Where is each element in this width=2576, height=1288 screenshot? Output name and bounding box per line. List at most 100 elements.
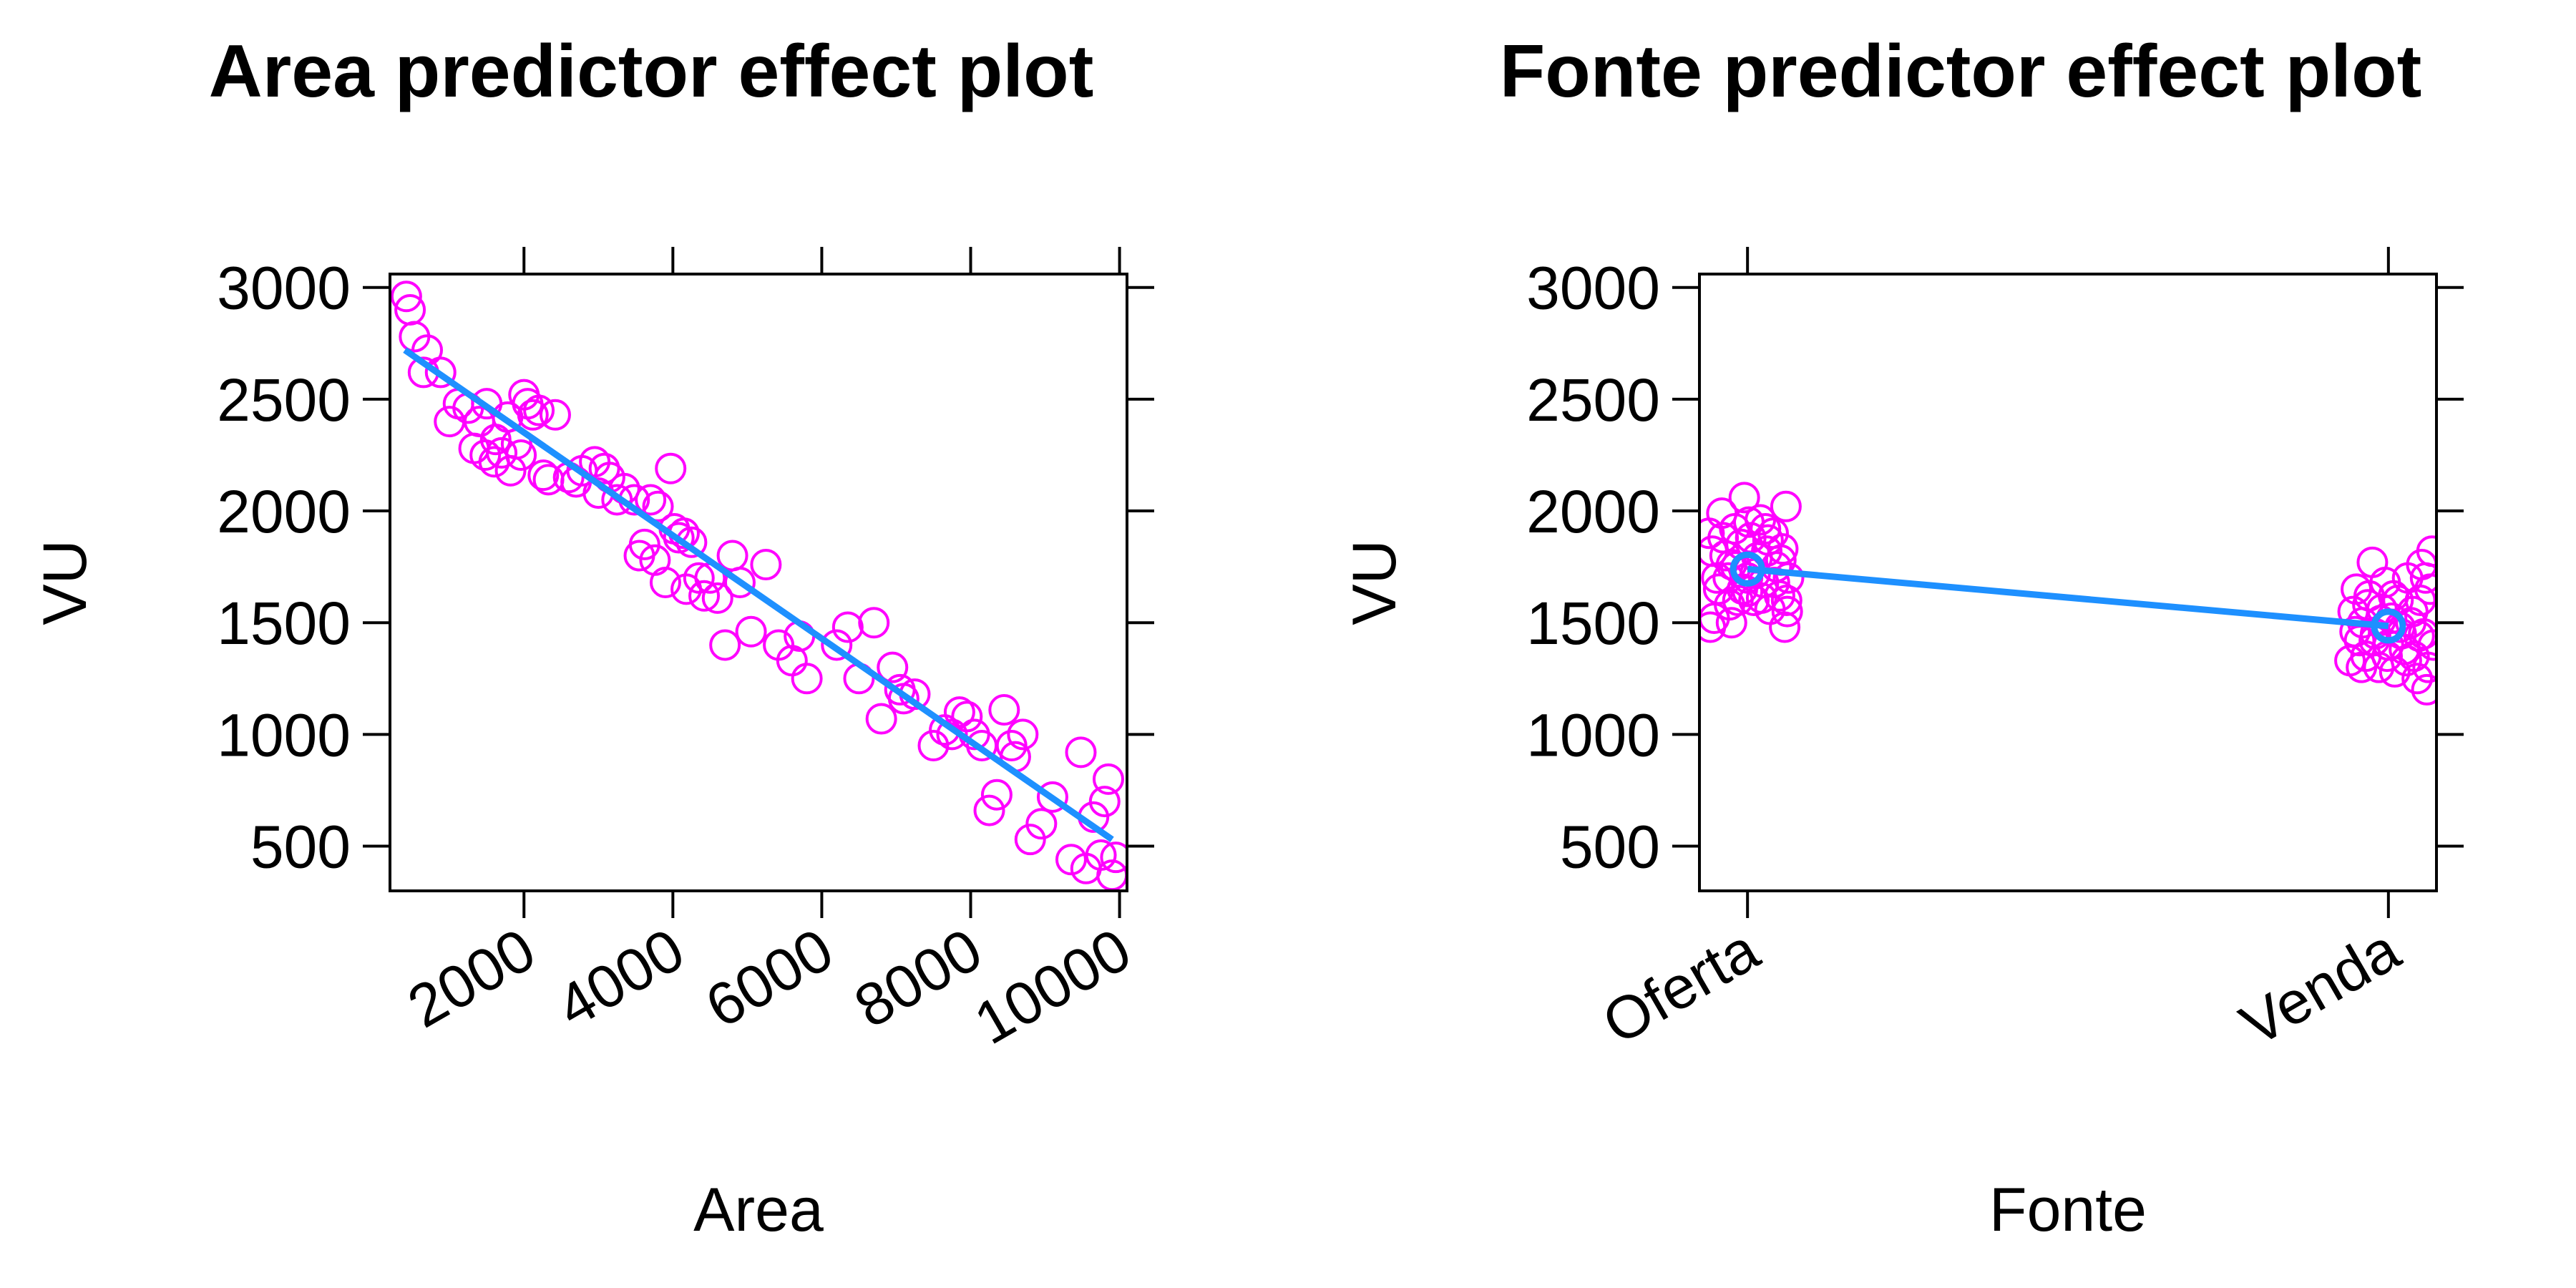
fonte-effect-marker xyxy=(2371,608,2406,644)
fonte-data-point xyxy=(2346,651,2378,683)
area-data-point xyxy=(588,452,620,484)
fonte-data-point xyxy=(1728,482,1760,514)
area-data-point xyxy=(943,696,975,728)
fonte-x-axis-label: Fonte xyxy=(1989,1176,2147,1244)
area-data-point xyxy=(831,611,864,643)
area-data-point xyxy=(688,580,721,612)
area-data-point xyxy=(523,394,555,426)
area-data-point xyxy=(505,439,537,471)
fonte-data-point xyxy=(2412,651,2436,683)
fonte-y-tick-label: 2500 xyxy=(1526,366,1660,434)
area-data-point xyxy=(517,399,549,431)
area-data-point xyxy=(683,562,715,594)
fonte-data-point xyxy=(1715,607,1747,639)
area-data-point xyxy=(821,629,853,661)
area-data-point xyxy=(951,701,983,733)
area-data-point xyxy=(858,607,890,639)
area-y-tick-label: 2000 xyxy=(217,478,351,545)
area-data-point xyxy=(1007,718,1039,751)
area-data-point xyxy=(750,549,782,581)
fonte-data-point xyxy=(2403,620,2435,652)
area-x-axis-label: Area xyxy=(693,1176,824,1244)
area-data-point xyxy=(635,484,667,516)
area-data-point xyxy=(663,522,695,554)
area-x-tick-label: 2000 xyxy=(396,915,546,1040)
area-data-point xyxy=(735,615,767,648)
fonte-plot-frame xyxy=(1698,273,2438,892)
fonte-data-point xyxy=(1699,611,1727,643)
area-data-point xyxy=(649,567,681,598)
fonte-data-point xyxy=(2356,546,2389,578)
area-data-point xyxy=(642,490,674,522)
area-data-point xyxy=(424,356,457,389)
fonte-data-point xyxy=(2401,663,2434,695)
area-plot-frame xyxy=(389,273,1128,892)
area-data-point xyxy=(390,280,422,313)
fonte-panel-title: Fonte predictor effect plot xyxy=(1500,30,2421,113)
area-data-point xyxy=(655,452,687,484)
area-data-point xyxy=(1055,844,1087,876)
area-y-tick-label: 500 xyxy=(250,814,351,881)
fonte-data-point xyxy=(1769,611,1801,643)
area-fitted-line xyxy=(403,347,1114,842)
area-y-tick-label: 3000 xyxy=(217,255,351,322)
area-data-point xyxy=(723,567,756,598)
area-data-point xyxy=(486,436,518,469)
area-data-point xyxy=(527,459,560,492)
area-data-point xyxy=(1014,824,1046,856)
fonte-data-point xyxy=(1770,490,1802,522)
area-data-point xyxy=(1065,736,1097,769)
fonte-data-point xyxy=(2390,645,2422,677)
area-data-point xyxy=(1088,786,1121,818)
area-data-point xyxy=(701,582,733,614)
fonte-axis-ticks: 500 1000 1500 2000 2500 3000 Oferta Venda xyxy=(1526,247,2464,1059)
area-y-tick-label: 2500 xyxy=(217,366,351,434)
area-data-point xyxy=(988,694,1020,726)
area-data-point xyxy=(709,629,741,661)
fonte-data-point xyxy=(1763,580,1795,612)
area-x-tick-label: 10000 xyxy=(963,915,1141,1057)
fonte-y-tick-label: 1500 xyxy=(1526,590,1660,657)
fonte-data-point xyxy=(1771,595,1803,628)
area-data-point xyxy=(716,540,748,572)
fonte-fitted-line xyxy=(1747,565,2389,630)
area-data-point xyxy=(628,528,660,560)
fonte-data-point xyxy=(1750,513,1782,545)
fonte-y-tick-label: 500 xyxy=(1560,814,1660,881)
area-scatter-points xyxy=(390,280,1127,891)
fonte-data-point xyxy=(1732,506,1765,538)
fonte-data-point xyxy=(2379,655,2411,688)
area-data-point xyxy=(980,779,1013,811)
fonte-effect-line xyxy=(1729,551,2406,644)
area-data-point xyxy=(539,399,571,431)
area-x-tick-label: 8000 xyxy=(844,915,993,1040)
fonte-y-tick-label: 3000 xyxy=(1526,255,1660,322)
area-data-point xyxy=(1092,763,1124,795)
area-data-point xyxy=(1100,841,1127,874)
fonte-scatter-points xyxy=(1699,482,2436,706)
area-data-point xyxy=(1036,781,1068,813)
fonte-effect-marker xyxy=(1729,551,1765,587)
area-y-tick-label: 1500 xyxy=(217,590,351,657)
area-x-tick-label: 4000 xyxy=(546,915,696,1040)
area-data-point xyxy=(973,794,1005,826)
area-x-tick-label: 6000 xyxy=(695,915,844,1040)
fonte-data-point xyxy=(1732,575,1764,608)
fonte-data-point xyxy=(2411,673,2436,706)
area-y-tick-label: 1000 xyxy=(217,701,351,769)
fonte-y-tick-label: 1000 xyxy=(1526,701,1660,769)
fonte-x-tick-label: Oferta xyxy=(1591,915,1770,1057)
fonte-y-tick-label: 2000 xyxy=(1526,478,1660,545)
area-data-point xyxy=(1025,808,1058,840)
fonte-data-point xyxy=(1770,584,1802,616)
area-panel-title: Area predictor effect plot xyxy=(209,30,1094,113)
fonte-data-point xyxy=(2339,615,2371,648)
fonte-x-tick-label: Venda xyxy=(2229,915,2411,1059)
area-data-point xyxy=(1085,839,1117,872)
area-data-point xyxy=(434,406,466,438)
fonte-data-point xyxy=(1699,535,1728,567)
area-fit-line xyxy=(403,347,1114,842)
area-data-point xyxy=(469,439,502,471)
